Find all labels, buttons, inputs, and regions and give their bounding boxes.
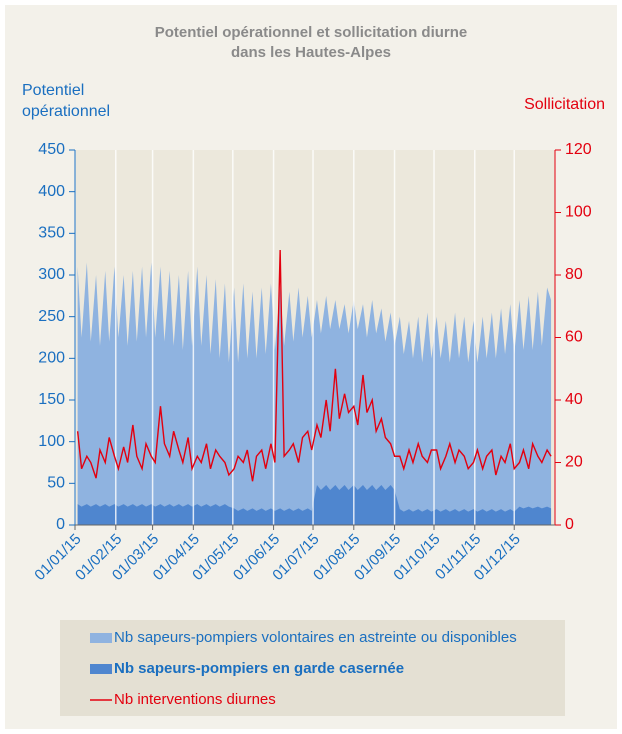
y2-tick-label: 0 <box>565 516 574 533</box>
y-tick-label: 0 <box>56 516 65 533</box>
chart-title: Potentiel opérationnel et sollicitation … <box>155 24 468 41</box>
y-tick-label: 350 <box>38 225 65 242</box>
legend-label: Nb sapeurs-pompiers volontaires en astre… <box>114 629 517 646</box>
line <box>76 249 552 482</box>
y2-tick-label: 80 <box>565 266 583 283</box>
legend-swatch <box>90 633 112 643</box>
y2-tick-label: 100 <box>565 204 592 221</box>
chart-title: dans les Hautes-Alpes <box>231 44 391 61</box>
y-tick-label: 150 <box>38 391 65 408</box>
legend-label: Nb sapeurs-pompiers en garde casernée <box>114 660 404 677</box>
y-tick-label: 100 <box>38 433 65 450</box>
y2-tick-label: 20 <box>565 454 583 471</box>
legend-label: Nb interventions diurnes <box>114 691 276 708</box>
y-tick-label: 250 <box>38 308 65 325</box>
y2-tick-label: 120 <box>565 141 592 158</box>
legend <box>60 620 565 716</box>
y-tick-label: 50 <box>47 475 65 492</box>
y2-tick-label: 60 <box>565 329 583 346</box>
y-tick-label: 450 <box>38 141 65 158</box>
legend-swatch <box>90 664 112 674</box>
y-tick-label: 300 <box>38 266 65 283</box>
area <box>77 485 552 525</box>
y-tick-label: 400 <box>38 183 65 200</box>
y2-tick-label: 40 <box>565 391 583 408</box>
y-axis-label: Potentiel <box>22 82 84 99</box>
y2-axis-label: Sollicitation <box>524 96 605 113</box>
y-axis-label: opérationnel <box>22 103 110 120</box>
y-tick-label: 200 <box>38 350 65 367</box>
